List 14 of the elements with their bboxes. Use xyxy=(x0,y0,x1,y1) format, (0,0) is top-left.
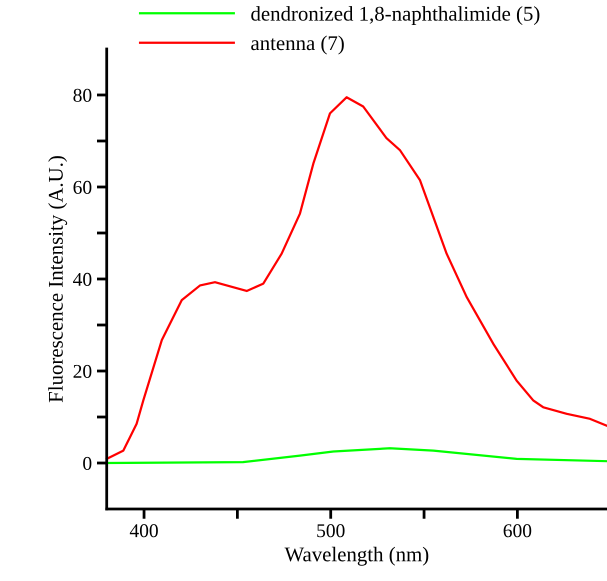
y-tick-label: 40 xyxy=(73,272,92,286)
x-tick-label: 500 xyxy=(317,524,345,538)
x-tick-label: 600 xyxy=(504,524,532,538)
line-series xyxy=(106,96,607,460)
legend-label: dendronized 1,8-naphthalimide (5) xyxy=(251,6,540,26)
x-axis-title: Wavelength (nm) xyxy=(284,546,428,566)
x-tick-label: 400 xyxy=(130,524,158,538)
y-axis-title: Fluorescence Intensity (A.U.) xyxy=(48,156,68,402)
legend-label: antenna (7) xyxy=(251,36,344,54)
y-tick-label: 0 xyxy=(83,456,92,470)
y-tick-label: 60 xyxy=(74,180,92,194)
line-series xyxy=(106,447,607,464)
y-tick-label: 20 xyxy=(74,364,92,378)
y-tick-label: 80 xyxy=(73,88,92,102)
